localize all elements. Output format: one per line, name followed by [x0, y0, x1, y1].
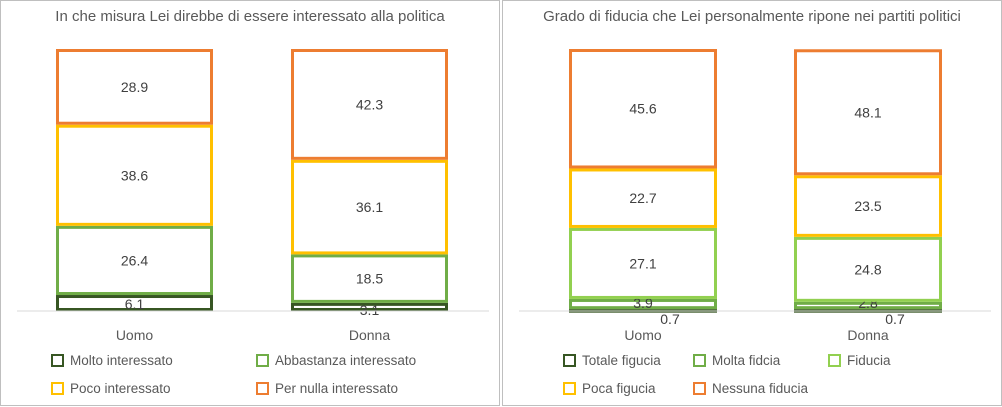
x-tick-label: Donna	[349, 327, 390, 343]
data-label: 3.9	[633, 295, 653, 311]
legend-swatch	[51, 382, 64, 395]
chart-panel-interest: 6.1 26.4 38.6 28.9 Uomo 3.1 18.5 36.1 42.3 Donna …	[0, 0, 500, 406]
legend-swatch	[828, 354, 841, 367]
bar-segment	[794, 175, 942, 237]
data-label: 24.8	[854, 261, 881, 277]
legend-label: Per nulla interessato	[275, 381, 399, 396]
data-label: 23.5	[854, 198, 881, 214]
legend-label: Totale figucia	[582, 353, 661, 368]
chart-title: Grado di fiducia che Lei personalmente r…	[543, 8, 961, 25]
chart-panel-trust: 0.7 3.9 27.1 22.7 45.6 Uomo 0.7 2.8 24.8 23.5 48.1…	[502, 0, 1002, 406]
legend-swatch	[693, 354, 706, 367]
x-tick-label: Uomo	[624, 327, 662, 343]
bar-segment	[291, 302, 448, 311]
legend-swatch	[563, 382, 576, 395]
bar-segment	[56, 49, 213, 125]
legend-label: Poco interessato	[70, 381, 171, 396]
bar-segment	[291, 254, 448, 303]
bar-segment	[56, 225, 213, 296]
legend-swatch	[256, 382, 269, 395]
data-label: 27.1	[629, 255, 656, 271]
chart-plot-interest: 6.1 26.4 38.6 28.9 Uomo 3.1 18.5 36.1 42.3 Donna	[17, 49, 489, 343]
bar-segment	[569, 168, 717, 228]
legend-label: Abbastanza interessato	[275, 353, 417, 368]
bar-segment	[56, 295, 213, 312]
data-label: 22.7	[629, 190, 656, 206]
bar-segment	[569, 298, 717, 310]
legend-item: Molta fidcia	[693, 353, 780, 368]
legend-item: Abbastanza interessato	[256, 353, 416, 368]
bar-segment	[569, 227, 717, 299]
data-label: 6.1	[125, 296, 145, 312]
data-label: 48.1	[854, 104, 881, 120]
legend-label: Fiducia	[847, 353, 891, 368]
bar-segment	[794, 236, 942, 302]
data-label: 45.6	[629, 101, 656, 117]
data-label: 38.6	[121, 167, 148, 183]
legend-swatch	[693, 382, 706, 395]
data-label: 3.1	[360, 302, 380, 318]
legend-item: Poco interessato	[51, 381, 171, 396]
data-label: 42.3	[356, 96, 383, 112]
bar-segment	[569, 49, 717, 169]
chart-title: In che misura Lei direbbe di essere inte…	[55, 8, 445, 25]
x-tick-label: Donna	[847, 327, 888, 343]
legend-swatch	[563, 354, 576, 367]
data-label: 26.4	[121, 252, 148, 268]
data-label: 36.1	[356, 199, 383, 215]
data-label: 18.5	[356, 271, 383, 287]
data-label: 0.7	[660, 311, 680, 327]
legend-label: Molto interessato	[70, 353, 173, 368]
legend-swatch	[256, 354, 269, 367]
legend-item: Totale figucia	[563, 353, 661, 368]
legend-label: Molta fidcia	[712, 353, 781, 368]
bar-segment	[291, 159, 448, 255]
bar-segment	[794, 301, 942, 310]
legend-label: Poca figucia	[582, 381, 656, 396]
legend-item: Nessuna fiducia	[693, 381, 808, 396]
bar-segment	[291, 49, 448, 160]
bar-segment	[56, 124, 213, 226]
legend-item: Fiducia	[828, 353, 891, 368]
x-tick-label: Uomo	[116, 327, 154, 343]
chart-plot-trust: 0.73.927.122.745.6Uomo0.72.824.823.548.1…	[519, 49, 991, 343]
legend-swatch	[51, 354, 64, 367]
data-label: 0.7	[885, 311, 905, 327]
legend-item: Molto interessato	[51, 353, 173, 368]
legend-item: Poca figucia	[563, 381, 656, 396]
legend-item: Per nulla interessato	[256, 381, 398, 396]
legend-label: Nessuna fiducia	[712, 381, 809, 396]
data-label: 28.9	[121, 79, 148, 95]
bar-segment	[794, 49, 942, 176]
